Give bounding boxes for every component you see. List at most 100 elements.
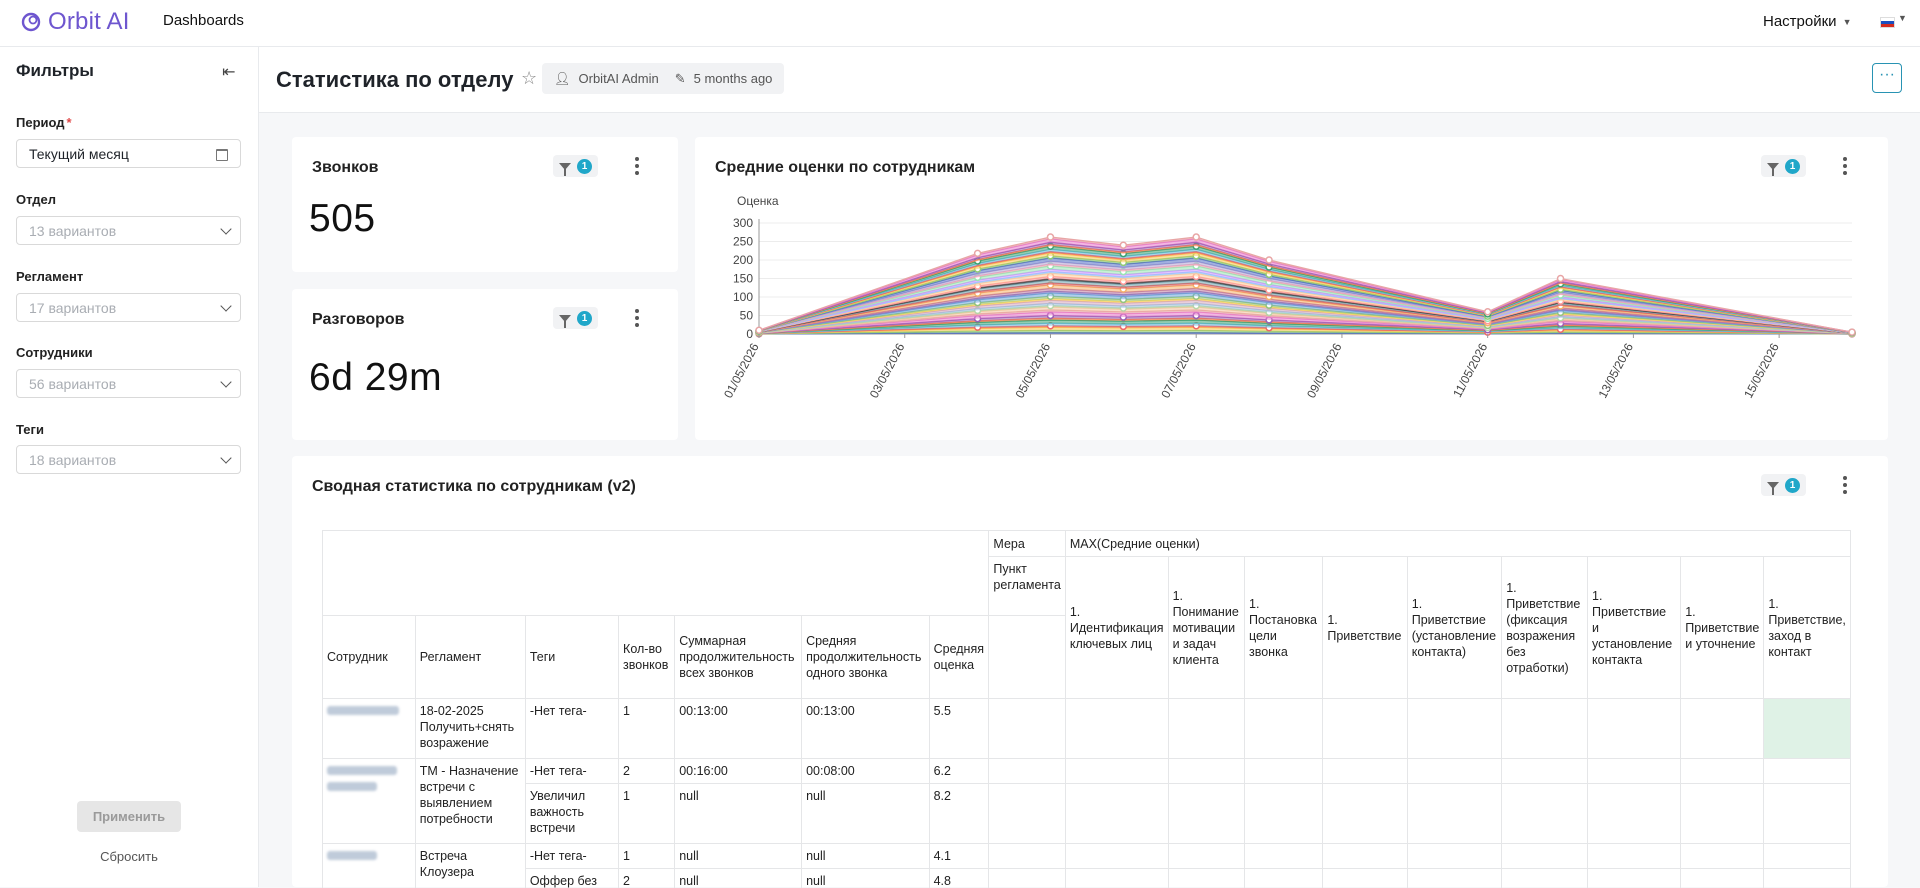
talks-card-menu-icon[interactable] bbox=[635, 309, 639, 327]
user-icon: 👤︎ bbox=[554, 71, 571, 87]
filter-employees-label: Сотрудники bbox=[16, 345, 93, 360]
column-header[interactable]: Кол-во звонков bbox=[619, 616, 675, 699]
top-navbar: Orbit AI Dashboards Настройки ▼ ▼ bbox=[0, 0, 1920, 47]
language-flag-icon[interactable] bbox=[1880, 17, 1895, 28]
data-point bbox=[1558, 276, 1564, 282]
data-point bbox=[1266, 257, 1272, 263]
edit-pencil-icon: ✎ bbox=[675, 71, 686, 87]
table-row: Встреча Клоузера -Нет тега- 1 null null … bbox=[323, 844, 1851, 869]
nav-dashboards-link[interactable]: Dashboards bbox=[163, 12, 244, 29]
redacted-name bbox=[327, 766, 397, 775]
data-point bbox=[1120, 242, 1126, 248]
data-point bbox=[975, 250, 981, 256]
score-cell: 4.1 bbox=[929, 844, 989, 869]
column-header[interactable]: Средняя оценка bbox=[929, 616, 989, 699]
reglament-cell: Встреча Клоузера bbox=[415, 844, 525, 888]
calls-cell: 2 bbox=[619, 869, 675, 888]
column-header[interactable]: Средняя продолжительность одного звонка bbox=[802, 616, 930, 699]
x-tick-label: 09/05/2026 bbox=[1304, 341, 1345, 401]
column-header[interactable]: Теги bbox=[525, 616, 618, 699]
table-row: Оффер без 2 null null 4.8 bbox=[323, 869, 1851, 888]
point-header[interactable]: 1. Постановка цели звонка bbox=[1245, 557, 1323, 699]
point-header[interactable]: 1. Понимание мотивации и задач клиента bbox=[1168, 557, 1244, 699]
point-header[interactable]: 1. Приветствие и установление контакта bbox=[1588, 557, 1681, 699]
y-tick-label: 200 bbox=[733, 253, 753, 267]
point-header[interactable]: 1. Приветствие (фиксация возражения без … bbox=[1502, 557, 1588, 699]
filter-department-select[interactable]: 13 вариантов bbox=[16, 216, 241, 245]
talks-card: Разговоров 1 6d 29m bbox=[292, 289, 678, 440]
redacted-name bbox=[327, 706, 399, 715]
y-tick-label: 150 bbox=[733, 272, 753, 286]
point-header[interactable]: 1. Приветствие, заход в контакт bbox=[1764, 557, 1851, 699]
avg-duration-cell: null bbox=[802, 784, 930, 844]
y-tick-label: 50 bbox=[740, 309, 754, 323]
calls-filter-indicator[interactable]: 1 bbox=[553, 155, 598, 177]
table-filter-indicator[interactable]: 1 bbox=[1761, 474, 1806, 496]
filter-department-label: Отдел bbox=[16, 192, 56, 207]
employee-cell bbox=[323, 699, 416, 759]
y-axis-label: Оценка bbox=[737, 194, 779, 208]
point-header[interactable]: 1. Приветствие и уточнение bbox=[1681, 557, 1764, 699]
filters-title: Фильтры bbox=[16, 61, 94, 81]
summary-table-card: Сводная статистика по сотрудникам (v2) 1… bbox=[292, 456, 1888, 887]
calls-value: 505 bbox=[309, 197, 376, 241]
more-actions-button[interactable]: ··· bbox=[1872, 63, 1902, 93]
calls-cell: 1 bbox=[619, 844, 675, 869]
measure-label-cell: Мера bbox=[989, 531, 1065, 557]
total-duration-cell: 00:16:00 bbox=[675, 759, 802, 784]
pivot-table-scroll[interactable]: Мера MAX(Средние оценки) Пункт регламент… bbox=[322, 530, 1851, 888]
favorite-star-icon[interactable]: ☆ bbox=[521, 68, 537, 89]
total-duration-cell: 00:13:00 bbox=[675, 699, 802, 759]
tag-cell: -Нет тега- bbox=[525, 699, 618, 759]
chevron-down-icon bbox=[220, 300, 231, 311]
total-duration-cell: null bbox=[675, 784, 802, 844]
y-tick-label: 250 bbox=[733, 235, 753, 249]
filter-reglament-select[interactable]: 17 вариантов bbox=[16, 293, 241, 322]
collapse-sidebar-icon[interactable]: ⇤ bbox=[222, 62, 235, 82]
point-header[interactable]: 1. Приветствие (установление контакта) bbox=[1407, 557, 1501, 699]
chevron-down-icon bbox=[220, 223, 231, 234]
calendar-icon bbox=[216, 149, 228, 161]
point-header[interactable]: 1. Идентификация ключевых лиц bbox=[1065, 557, 1168, 699]
owner-name: OrbitAI Admin bbox=[579, 71, 659, 86]
filter-period-label: Период* bbox=[16, 115, 72, 130]
caret-down-icon[interactable]: ▼ bbox=[1898, 13, 1907, 23]
settings-menu[interactable]: Настройки ▼ bbox=[1763, 13, 1851, 30]
app-logo[interactable]: Orbit AI bbox=[20, 8, 130, 36]
x-tick-label: 01/05/2026 bbox=[721, 341, 762, 401]
filter-icon bbox=[1767, 482, 1779, 489]
filter-employees-select[interactable]: 56 вариантов bbox=[16, 369, 241, 398]
chevron-down-icon bbox=[220, 376, 231, 387]
x-tick-label: 15/05/2026 bbox=[1741, 341, 1782, 401]
filter-period-input[interactable]: Текущий месяц bbox=[16, 139, 241, 168]
score-cell: 4.8 bbox=[929, 869, 989, 888]
reset-button[interactable]: Сбросить bbox=[77, 849, 181, 864]
calls-card-menu-icon[interactable] bbox=[635, 157, 639, 175]
tag-cell: Увеличил важность встречи bbox=[525, 784, 618, 844]
pivot-table: Мера MAX(Средние оценки) Пункт регламент… bbox=[322, 530, 1851, 888]
table-row: Увеличил важность встречи 1 null null 8.… bbox=[323, 784, 1851, 844]
talks-value: 6d 29m bbox=[309, 356, 442, 400]
filters-sidebar: Фильтры ⇤ Период* Текущий месяц Отдел 13… bbox=[0, 47, 259, 887]
x-tick-label: 05/05/2026 bbox=[1013, 341, 1054, 401]
score-cell: 6.2 bbox=[929, 759, 989, 784]
table-card-menu-icon[interactable] bbox=[1843, 476, 1847, 494]
filter-icon bbox=[559, 163, 571, 170]
column-header[interactable]: Сотрудник bbox=[323, 616, 416, 699]
score-cell: 8.2 bbox=[929, 784, 989, 844]
filter-tags-label: Теги bbox=[16, 422, 44, 437]
point-header[interactable]: 1. Приветствие bbox=[1323, 557, 1407, 699]
y-tick-label: 300 bbox=[733, 216, 753, 230]
talks-filter-indicator[interactable]: 1 bbox=[553, 307, 598, 329]
tag-cell: -Нет тега- bbox=[525, 759, 618, 784]
calls-card: Звонков 1 505 bbox=[292, 137, 678, 272]
caret-down-icon: ▼ bbox=[1843, 17, 1852, 27]
apply-button[interactable]: Применить bbox=[77, 801, 181, 832]
redacted-name bbox=[327, 851, 377, 860]
column-header[interactable]: Регламент bbox=[415, 616, 525, 699]
column-header[interactable]: Суммарная продолжительность всех звонков bbox=[675, 616, 802, 699]
chevron-down-icon bbox=[220, 452, 231, 463]
table-card-title: Сводная статистика по сотрудникам (v2) bbox=[312, 478, 636, 496]
x-tick-label: 07/05/2026 bbox=[1158, 341, 1199, 401]
filter-tags-select[interactable]: 18 вариантов bbox=[16, 445, 241, 474]
